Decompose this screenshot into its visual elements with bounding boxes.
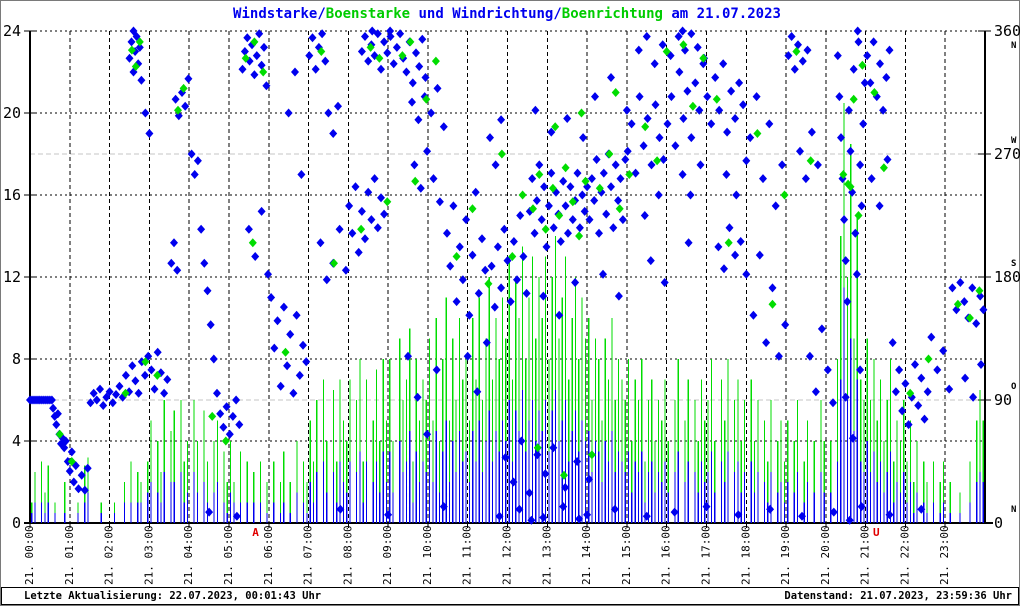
x-axis-hour-label: 21. 10:00 (421, 525, 434, 585)
x-axis-hour-label: 21. 13:00 (540, 525, 553, 585)
right-axis-tick-label: 270 (994, 145, 1020, 163)
x-axis-hour-label: 21. 23:00 (938, 525, 951, 585)
left-axis-tick-label: 8 (12, 350, 21, 368)
series-windstarke-bars (31, 287, 984, 523)
wind-direction-letter: N (1011, 505, 1016, 515)
x-axis-hour-label: 21. 14:00 (580, 525, 593, 585)
right-axis-tick-label: 90 (994, 391, 1012, 409)
x-axis-hour-label: 21. 08:00 (341, 525, 354, 585)
sunrise-marker: A (252, 526, 259, 539)
wind-direction-letter: W (1011, 136, 1017, 146)
right-axis-tick-label: 180 (994, 268, 1020, 286)
x-axis-hour-label: 21. 02:00 (103, 525, 116, 585)
left-axis-tick-label: 24 (3, 22, 21, 40)
left-axis-tick-label: 4 (12, 432, 21, 450)
x-axis-hour-label: 21. 12:00 (501, 525, 514, 585)
x-axis-hour-label: 21. 01:00 (63, 525, 76, 585)
x-axis-hour-label: 21. 18:00 (739, 525, 752, 585)
data-timestamp-text: Datenstand: 21.07.2023, 23:59:36 Uhr (784, 590, 1012, 602)
right-axis-tick-label: 0 (994, 514, 1003, 532)
series-boenstarke-bars (31, 102, 984, 523)
right-axis-tick-label: 360 (994, 22, 1020, 40)
x-axis-hour-label: 21. 04:00 (182, 525, 195, 585)
x-axis-hour-label: 21. 00:00 (23, 525, 36, 585)
x-axis-hour-label: 21. 07:00 (302, 525, 315, 585)
x-axis-hour-label: 21. 16:00 (660, 525, 673, 585)
x-axis-hour-label: 21. 11:00 (461, 525, 474, 585)
chart-title: Windstarke/Boenstarke und Windrichtung/B… (233, 6, 781, 22)
x-axis-hour-label: 21. 15:00 (620, 525, 633, 585)
x-axis-hour-label: 21. 21:00 (859, 525, 872, 585)
wind-direction-letter: N (1011, 41, 1016, 51)
series-windrichtung-points (26, 26, 988, 525)
left-axis-tick-label: 20 (3, 104, 21, 122)
x-axis-hour-label: 21. 06:00 (262, 525, 275, 585)
x-axis-hour-label: 21. 05:00 (222, 525, 235, 585)
sunset-marker: U (873, 526, 880, 539)
gridlines (30, 30, 985, 523)
y-axis-left: 0 4 8 12 16 20 24 (3, 22, 37, 532)
x-axis-hour-label: 21. 03:00 (142, 525, 155, 585)
x-axis-hour-label: 21. 17:00 (699, 525, 712, 585)
x-axis-hour-label: 21. 09:00 (381, 525, 394, 585)
x-axis-hour-label: 21. 22:00 (898, 525, 911, 585)
left-axis-tick-label: 0 (12, 514, 21, 532)
wind-direction-letter: O (1011, 382, 1017, 392)
status-bar: Letzte Aktualisierung: 22.07.2023, 00:01… (1, 587, 1019, 605)
x-axis-hour-label: 21. 19:00 (779, 525, 792, 585)
left-axis-tick-label: 16 (3, 186, 21, 204)
x-axis: 21. 00:00 21. 01:00 21. 02:00 21. 03:00 21. … (23, 523, 951, 585)
x-axis-hour-label: 21. 20:00 (819, 525, 832, 585)
wind-direction-letter: S (1011, 259, 1016, 269)
last-update-text: Letzte Aktualisierung: 22.07.2023, 00:01… (24, 590, 322, 602)
left-axis-tick-label: 12 (3, 268, 21, 286)
